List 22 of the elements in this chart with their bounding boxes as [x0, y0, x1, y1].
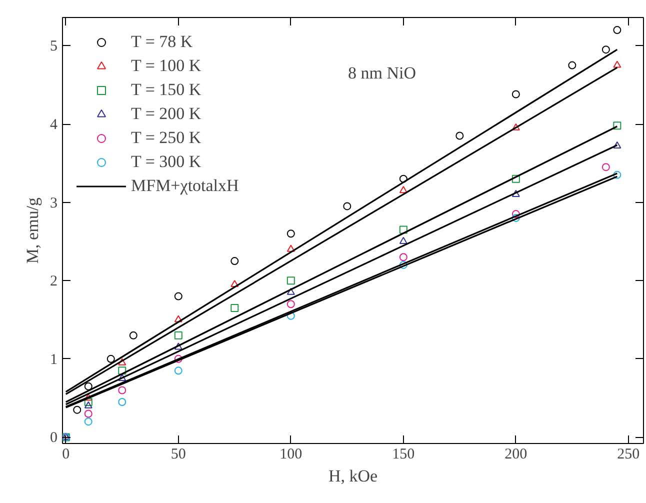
legend-label: T = 100 K [131, 55, 202, 77]
y-tick-label: 4 [50, 117, 58, 133]
y-tick-label: 2 [50, 274, 58, 290]
x-axis-title: H, kOe [328, 466, 378, 486]
legend-label: MFM+χtotalxH [131, 175, 239, 197]
legend-label: T = 78 K [131, 31, 193, 53]
x-tick-label: 0 [62, 446, 70, 462]
y-tick-label: 5 [50, 38, 58, 55]
annotation: 8 nm NiO [348, 63, 416, 82]
y-tick-label: 0 [50, 430, 58, 446]
legend-label: T = 200 K [131, 103, 202, 125]
x-tick-label: 50 [170, 446, 186, 462]
x-tick-label: 100 [280, 446, 302, 462]
x-tick-label: 250 [617, 446, 640, 462]
x-tick-label: 200 [504, 446, 528, 462]
legend-label: T = 250 K [131, 127, 202, 149]
legend-label: T = 150 K [131, 79, 202, 101]
x-tick-label: 150 [392, 446, 415, 462]
y-axis-title: M, emu/g [23, 196, 42, 264]
y-tick-label: 3 [50, 195, 58, 212]
legend-label: T = 300 K [131, 151, 202, 173]
y-tick-label: 1 [50, 352, 58, 368]
